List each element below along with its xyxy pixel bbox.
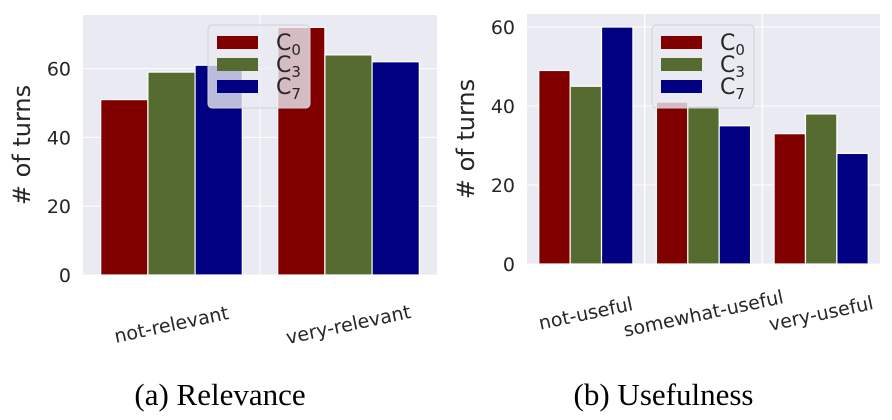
legend-swatch xyxy=(217,58,258,71)
y-tick-label: 20 xyxy=(491,175,515,197)
y-axis-label: # of turns xyxy=(452,79,480,199)
legend-label: C3 xyxy=(276,53,301,81)
legend-label: C3 xyxy=(720,53,745,81)
caption: (b) Usefulness xyxy=(574,377,754,412)
bar-C0-not-useful xyxy=(538,69,571,265)
bar-C3-not-useful xyxy=(569,85,603,265)
y-tick-label: 0 xyxy=(503,254,515,276)
legend-swatch xyxy=(661,36,702,49)
chart-1: 0204060not-usefulsomewhat-usefulvery-use… xyxy=(452,14,880,412)
y-tick-label: 20 xyxy=(47,196,71,218)
bar-C7-not-useful xyxy=(600,26,634,265)
legend-label: C7 xyxy=(720,75,745,103)
bar-C3-somewhat-useful xyxy=(687,105,720,265)
bar-C3-not-relevant xyxy=(147,71,196,276)
y-tick-label: 0 xyxy=(59,265,71,287)
legend-swatch xyxy=(661,80,702,93)
bar-C7-very-relevant xyxy=(371,61,420,276)
legend-label: C0 xyxy=(720,31,745,59)
y-axis-label: # of turns xyxy=(8,85,36,205)
y-tick-label: 60 xyxy=(491,17,515,39)
legend-label: C7 xyxy=(276,75,301,103)
bar-C3-very-useful xyxy=(804,113,838,265)
chart-0: 0 20 40 60 not-relevant very-relevant # of tur… xyxy=(8,15,437,412)
y-tick-label: 60 xyxy=(47,59,71,81)
bar-C7-somewhat-useful xyxy=(718,125,752,265)
bar-C0-very-useful xyxy=(773,133,807,265)
legend-swatch xyxy=(217,80,258,93)
x-tick-label: very-relevant xyxy=(284,301,413,349)
y-tick-label: 40 xyxy=(491,96,515,118)
x-tick-label: somewhat-useful xyxy=(622,286,786,341)
bar-C3-very-relevant xyxy=(324,54,373,276)
x-tick-label: not-useful xyxy=(537,293,635,334)
bar-C7-very-useful xyxy=(836,152,869,265)
y-tick-label: 40 xyxy=(47,127,71,149)
legend-swatch xyxy=(217,36,258,49)
caption: (a) Relevance xyxy=(134,377,305,412)
legend-label: C0 xyxy=(276,31,301,59)
legend-swatch xyxy=(661,58,702,71)
bar-C0-somewhat-useful xyxy=(655,101,689,265)
bar-C0-not-relevant xyxy=(100,99,149,276)
x-tick-label: not-relevant xyxy=(112,302,230,348)
